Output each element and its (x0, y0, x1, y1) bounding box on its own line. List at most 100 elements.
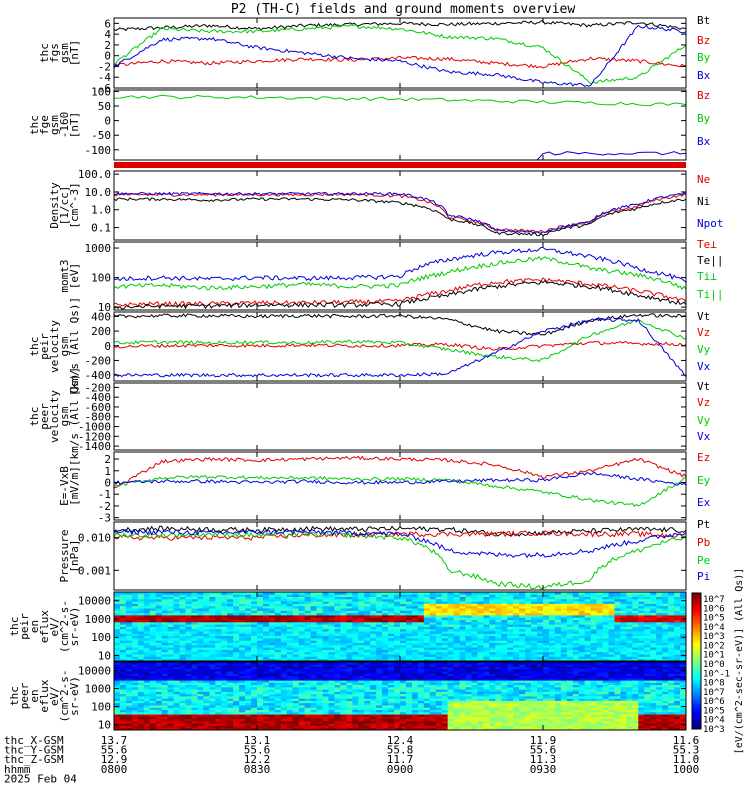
spectrogram-cell (251, 631, 258, 634)
spectrogram-cell (346, 664, 353, 667)
spectrogram-cell (543, 656, 550, 660)
spectrogram-cell (197, 612, 204, 616)
spectrogram-cell (131, 638, 139, 641)
spectrogram-cell (537, 654, 544, 657)
spectrogram-cell (215, 664, 222, 667)
spectrogram-cell (477, 596, 484, 600)
spectrogram-cell (632, 610, 639, 614)
spectrogram-cell (328, 698, 335, 701)
spectrogram-cell (453, 675, 460, 679)
spectrogram-cell (411, 684, 419, 688)
spectrogram-cell (119, 647, 127, 650)
spectrogram-cell (280, 642, 288, 646)
spectrogram-cell (507, 626, 514, 630)
spectrogram-cell (411, 592, 419, 595)
spectrogram-cell (233, 647, 240, 650)
spectrogram-cell (668, 642, 675, 646)
spectrogram-cell (632, 656, 639, 660)
spectrogram-cell (531, 640, 538, 643)
spectrogram-cell (423, 615, 431, 618)
spectrogram-cell (388, 647, 395, 650)
spectrogram-cell (286, 693, 294, 697)
spectrogram-cell (167, 654, 174, 657)
spectrogram-cell (197, 680, 204, 683)
spectrogram-cell (429, 696, 437, 699)
spectrogram-cell (507, 654, 514, 657)
spectrogram-cell (334, 705, 341, 708)
spectrogram-cell (477, 605, 484, 609)
spectrogram-cell (239, 644, 246, 648)
spectrogram-cell (131, 725, 139, 729)
spectrogram-cell (614, 638, 621, 641)
spectrogram-cell (346, 624, 353, 627)
spectrogram-cell (358, 671, 365, 674)
spectrogram-cell (292, 666, 300, 670)
spectrogram-cell (274, 707, 282, 710)
spectrogram-cell (221, 666, 228, 670)
spectrogram-cell (304, 640, 312, 643)
spectrogram-cell (620, 601, 627, 604)
spectrogram-cell (268, 605, 276, 609)
spectrogram-cell (507, 635, 514, 639)
spectrogram-cell (370, 635, 377, 639)
spectrogram-cell (191, 658, 198, 662)
spectrogram-cell (441, 642, 449, 646)
spectrogram-cell (382, 631, 389, 634)
spectrogram-cell (429, 664, 437, 667)
spectrogram-cell (179, 693, 186, 697)
spectrogram-cell (310, 628, 317, 632)
spectrogram-cell (435, 651, 443, 655)
spectrogram-cell (382, 707, 389, 710)
figure-title: P2 (TH-C) fields and ground moments over… (231, 2, 576, 17)
spectrogram-cell (388, 693, 395, 697)
spectrogram-cell (620, 594, 627, 597)
spectrogram-cell (358, 705, 365, 708)
spectrogram-cell (310, 626, 317, 630)
spectrogram-cell (298, 680, 306, 683)
spectrogram-cell (334, 658, 341, 662)
spectrogram-cell (501, 592, 508, 595)
spectrogram-cell (441, 656, 449, 660)
spectrogram-cell (185, 633, 192, 637)
spectrogram-cell (382, 666, 389, 670)
spectrogram-cell (280, 603, 288, 607)
spectrogram-cell (501, 594, 508, 597)
spectrogram-cell (554, 649, 562, 653)
spectrogram-cell (143, 705, 151, 708)
spectrogram-cell (167, 720, 174, 724)
spectrogram-cell (233, 720, 240, 724)
spectrogram-cell (310, 596, 317, 600)
legend-label-Te⊥: Te⊥ (697, 238, 717, 251)
spectrogram-cell (382, 702, 389, 706)
spectrogram-cell (668, 633, 675, 637)
spectrogram-cell (370, 662, 377, 665)
spectrogram-cell (227, 654, 234, 657)
spectrogram-cell (435, 624, 443, 627)
spectrogram-cell (131, 656, 139, 660)
spectrogram-cell (405, 621, 413, 625)
spectrogram-cell (453, 698, 460, 701)
spectrogram-cell (388, 709, 395, 713)
y-tick-label: 1000 (85, 242, 112, 255)
spectrogram-cell (352, 633, 359, 637)
spectrogram-cell (548, 596, 556, 600)
spectrogram-cell (471, 658, 478, 662)
spectrogram-cell (209, 605, 216, 609)
spectrogram-cell (239, 628, 246, 632)
spectrogram-cell (507, 628, 514, 632)
spectrogram-cell (340, 654, 347, 657)
spectrogram-cell (483, 631, 490, 634)
spectrogram-cell (405, 677, 413, 681)
spectrogram-cell (328, 668, 335, 672)
spectrogram-cell (548, 624, 556, 627)
spectrogram-cell (245, 677, 252, 681)
y-axis-label-line: momt3 (58, 259, 71, 292)
spectrogram-cell (376, 716, 383, 720)
spectrogram-cell (400, 598, 407, 602)
spectrogram-cell (257, 705, 264, 708)
spectrogram-cell (352, 594, 359, 597)
spectrogram-cell (334, 608, 341, 611)
spectrogram-cell (310, 711, 317, 715)
spectrogram-cell (638, 631, 645, 634)
spectrogram-cell (566, 638, 574, 641)
